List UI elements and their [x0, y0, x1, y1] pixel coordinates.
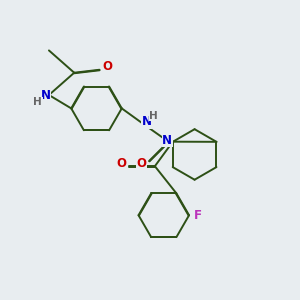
Text: N: N	[40, 88, 50, 101]
Text: H: H	[149, 110, 158, 121]
Text: N: N	[142, 115, 152, 128]
Text: O: O	[102, 60, 112, 73]
Text: O: O	[137, 158, 147, 170]
Text: O: O	[116, 157, 126, 170]
Text: H: H	[33, 98, 42, 107]
Text: F: F	[194, 209, 202, 222]
Text: N: N	[162, 134, 172, 147]
